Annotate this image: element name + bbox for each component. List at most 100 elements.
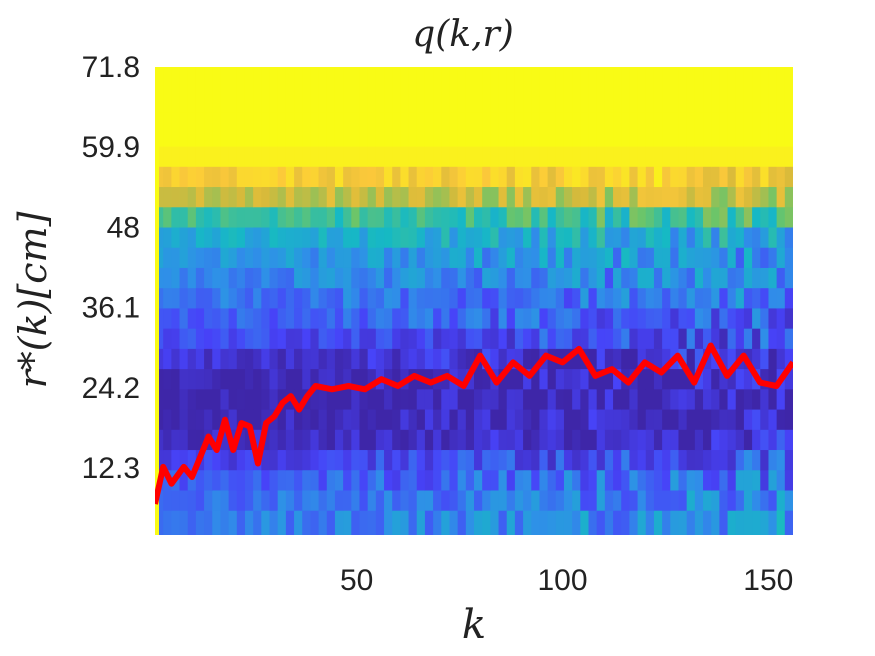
heatmap-cell — [253, 67, 262, 114]
heatmap-cell — [743, 510, 753, 535]
heatmap-cell — [719, 470, 729, 492]
heatmap-cell — [318, 369, 328, 390]
heatmap-cell — [629, 389, 639, 411]
heatmap-cell — [228, 389, 238, 411]
heatmap-cell — [678, 510, 688, 535]
heatmap-cell — [367, 267, 377, 289]
heatmap-cell — [269, 308, 279, 330]
heatmap-cell — [662, 450, 671, 471]
heatmap-cell — [768, 67, 778, 114]
heatmap-cell — [334, 510, 344, 535]
heatmap-cell — [563, 510, 573, 535]
heatmap-cell — [596, 308, 606, 330]
heatmap-cell — [236, 227, 246, 249]
heatmap-cell — [220, 369, 230, 390]
heatmap-cell — [408, 67, 418, 114]
heatmap-cell — [482, 166, 491, 188]
heatmap-cell — [678, 470, 688, 492]
heatmap-cell — [514, 328, 524, 350]
heatmap-cell — [490, 348, 500, 370]
heatmap-cell — [343, 67, 352, 114]
heatmap-cell — [433, 348, 442, 370]
heatmap-cell — [416, 510, 426, 535]
heatmap-cell — [204, 67, 213, 114]
heatmap-cell — [580, 67, 590, 114]
heatmap-cell — [302, 166, 312, 188]
heatmap-cell — [359, 328, 369, 350]
heatmap-cell — [653, 288, 663, 310]
heatmap-cell — [645, 510, 655, 535]
heatmap-cell — [359, 308, 369, 330]
heatmap-cell — [343, 227, 352, 249]
heatmap-cell — [212, 227, 222, 249]
heatmap-cell — [572, 450, 581, 471]
heatmap-cell — [400, 328, 410, 350]
left-edge-strip — [155, 67, 159, 535]
heatmap-cell — [294, 67, 303, 114]
heatmap-cell — [637, 166, 647, 188]
heatmap-cell — [179, 470, 189, 492]
heatmap-cell — [727, 369, 737, 390]
heatmap-cell — [465, 247, 475, 269]
heatmap-cell — [367, 510, 377, 535]
heatmap-cell — [302, 146, 312, 168]
heatmap-cell — [629, 67, 639, 114]
heatmap-cell — [482, 429, 491, 451]
heatmap-cell — [433, 510, 442, 535]
heatmap-cell — [155, 267, 164, 289]
heatmap-cell — [408, 227, 418, 249]
heatmap-cell — [572, 146, 581, 168]
heatmap-cell — [334, 470, 344, 492]
heatmap-cell — [768, 470, 778, 492]
heatmap-cell — [408, 308, 418, 330]
heatmap-cell — [686, 288, 696, 310]
heatmap-cell — [294, 187, 303, 208]
heatmap-cell — [367, 490, 377, 512]
heatmap-cell — [563, 67, 573, 114]
heatmap-cell — [711, 328, 720, 350]
heatmap-cell — [269, 146, 279, 168]
heatmap-cell — [343, 267, 352, 289]
heatmap-cell — [580, 470, 590, 492]
heatmap-cell — [408, 510, 418, 535]
heatmap-cell — [588, 267, 598, 289]
heatmap-cell — [645, 450, 655, 471]
heatmap-cell — [343, 470, 352, 492]
heatmap-cell — [334, 227, 344, 249]
heatmap-cell — [523, 288, 532, 310]
heatmap-cell — [572, 510, 581, 535]
heatmap-cell — [490, 267, 500, 289]
heatmap-cell — [163, 187, 172, 208]
heatmap-cell — [416, 67, 426, 114]
heatmap-cell — [326, 67, 336, 114]
heatmap-cell — [171, 409, 181, 431]
heatmap-cell — [474, 369, 483, 390]
y-tick-label: 12.3 — [82, 452, 140, 485]
heatmap-cell — [318, 389, 328, 411]
heatmap-cell — [384, 267, 393, 289]
heatmap-cell — [531, 450, 541, 471]
heatmap-cell — [334, 146, 344, 168]
heatmap-cell — [645, 409, 655, 431]
heatmap-cell — [334, 267, 344, 289]
heatmap-cell — [155, 450, 164, 471]
heatmap-cell — [384, 187, 393, 208]
heatmap-cell — [392, 267, 401, 289]
heatmap-cell — [302, 510, 312, 535]
heatmap-cell — [261, 247, 271, 269]
heatmap-cell — [637, 328, 647, 350]
heatmap-cell — [163, 207, 172, 229]
heatmap-cell — [760, 187, 770, 208]
heatmap-cell — [694, 146, 704, 168]
heatmap-cell — [334, 429, 344, 451]
heatmap-cell — [686, 267, 696, 289]
heatmap-cell — [424, 207, 434, 229]
heatmap-cell — [294, 146, 303, 168]
heatmap-cell — [285, 67, 295, 114]
heatmap-cell — [596, 166, 606, 188]
heatmap-cell — [179, 429, 189, 451]
heatmap-cell — [367, 470, 377, 492]
heatmap-cell — [760, 112, 770, 148]
heatmap-cell — [212, 450, 222, 471]
heatmap-cell — [760, 207, 770, 229]
